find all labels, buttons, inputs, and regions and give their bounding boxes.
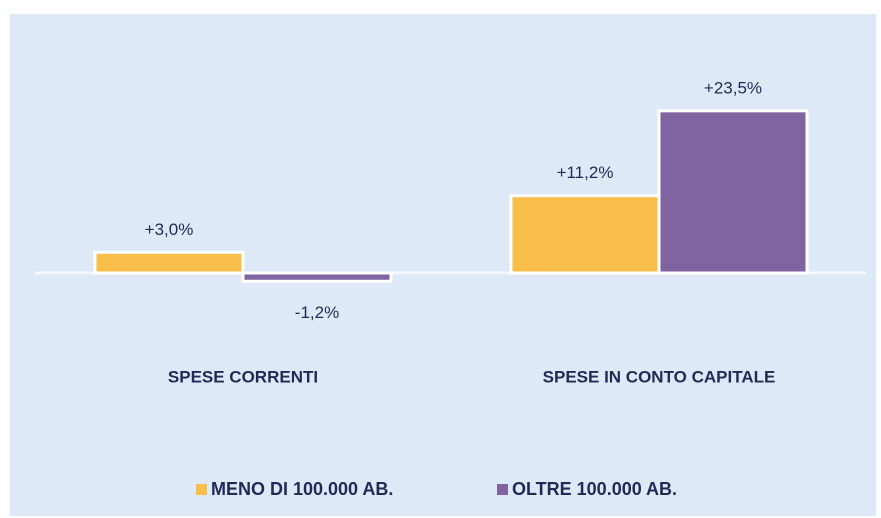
legend-swatch [196,484,207,495]
bar [509,194,661,275]
legend-swatch [497,484,508,495]
value-label: -1,2% [295,303,339,322]
category-label: SPESE IN CONTO CAPITALE [543,367,776,386]
legend-label: MENO DI 100.000 AB. [211,479,393,499]
value-label: +3,0% [145,220,194,239]
value-label: +23,5% [704,78,762,97]
bar [93,250,245,275]
value-label: +11,2% [557,163,614,182]
bar [657,109,809,275]
bar [241,271,393,283]
category-label: SPESE CORRENTI [168,367,318,386]
legend-label: OLTRE 100.000 AB. [512,479,677,499]
